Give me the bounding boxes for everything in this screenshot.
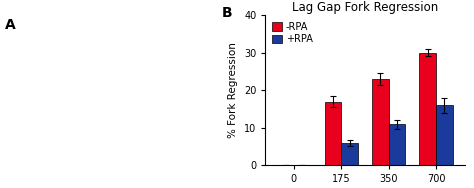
Title: Lag Gap Fork Regression: Lag Gap Fork Regression [292, 1, 438, 14]
Legend: -RPA, +RPA: -RPA, +RPA [270, 20, 315, 46]
Bar [372, 79, 389, 165]
Bar [436, 105, 453, 165]
Bar [325, 102, 341, 165]
Y-axis label: % Fork Regression: % Fork Regression [228, 42, 238, 138]
Bar [341, 143, 358, 165]
Bar [389, 124, 405, 165]
Text: A: A [5, 18, 16, 32]
Bar [419, 53, 436, 165]
Text: B: B [222, 6, 232, 20]
